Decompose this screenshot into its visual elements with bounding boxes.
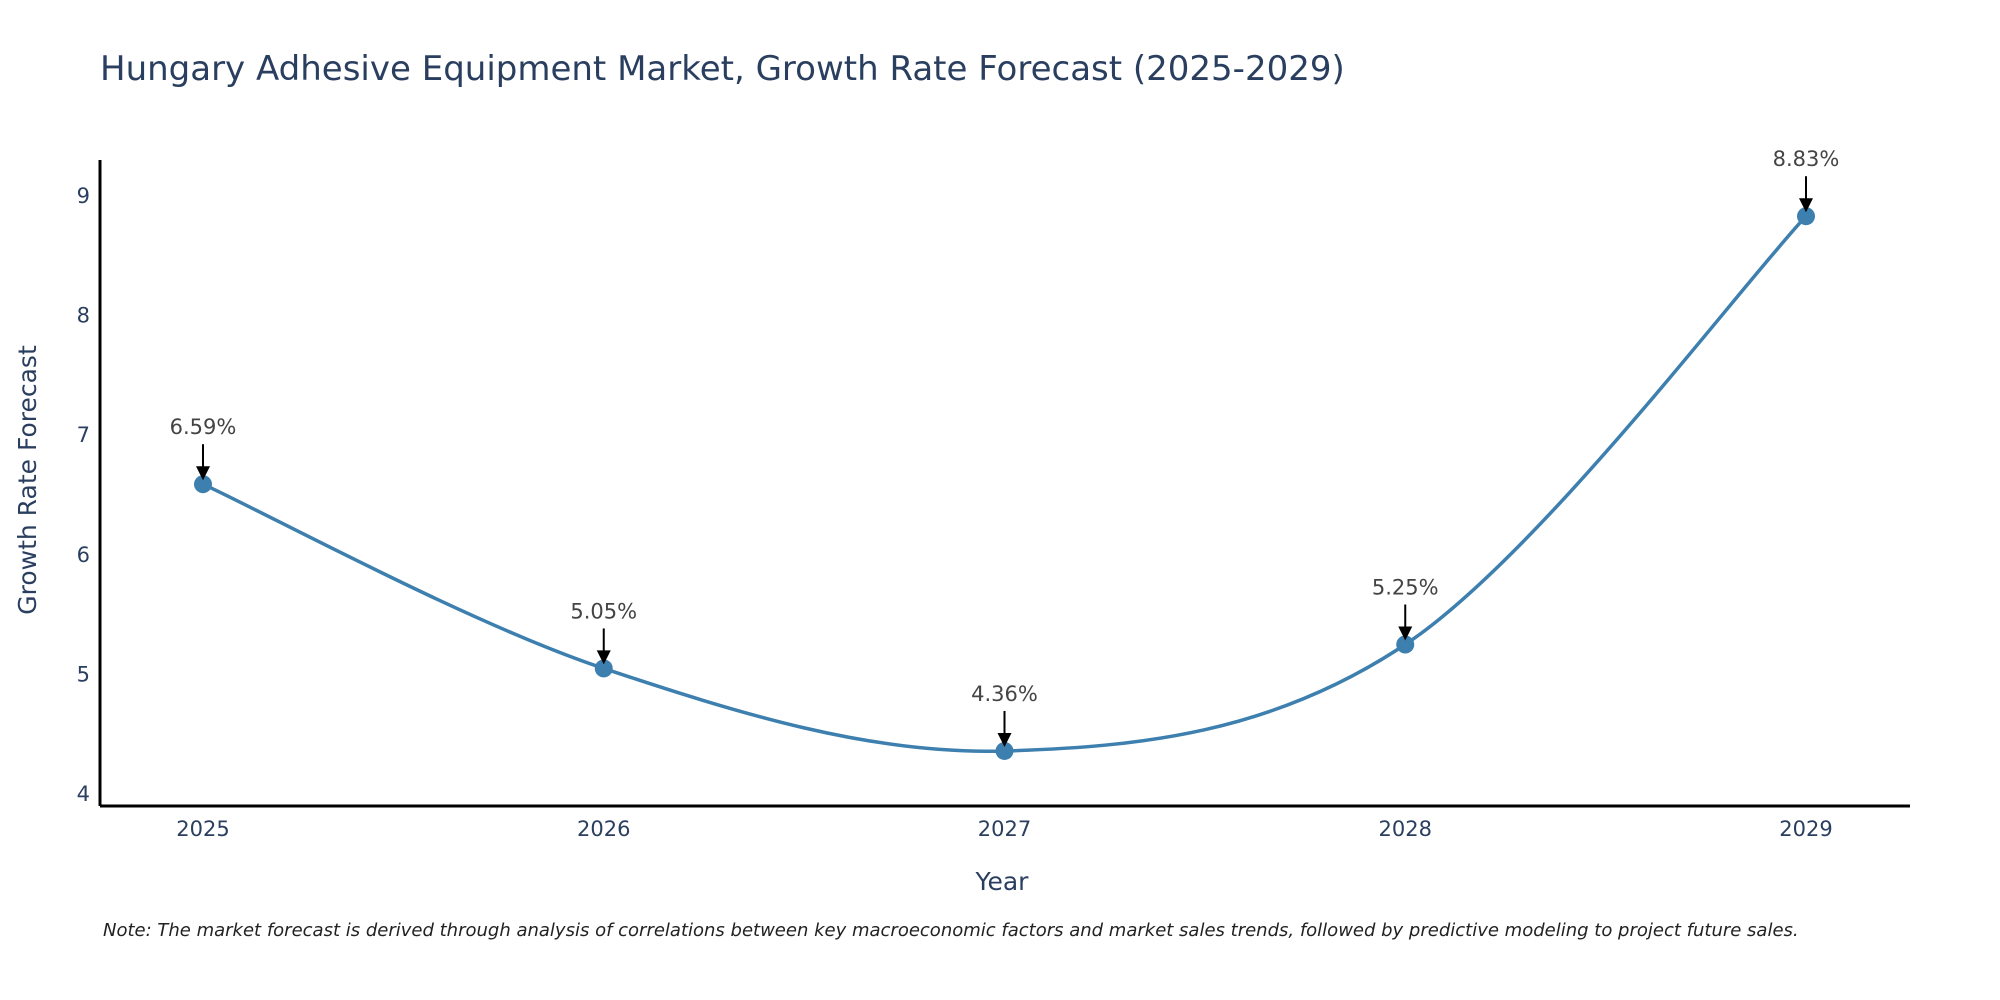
annotation-arrow-head bbox=[1799, 198, 1813, 213]
y-tick-label: 8 bbox=[77, 304, 90, 328]
y-tick-label: 4 bbox=[77, 782, 90, 806]
y-tick-label: 5 bbox=[77, 662, 90, 686]
data-point bbox=[995, 741, 1014, 760]
x-tick-label: 2025 bbox=[176, 817, 229, 841]
annotation-arrow-head bbox=[997, 732, 1012, 747]
y-tick-label: 6 bbox=[77, 543, 90, 567]
y-axis-ticks: 4 5 6 7 8 9 bbox=[77, 184, 90, 806]
data-label: 5.25% bbox=[1372, 576, 1439, 600]
annotation-arrow-head bbox=[196, 466, 210, 481]
x-tick-label: 2029 bbox=[1779, 817, 1832, 841]
series-line bbox=[202, 215, 1808, 753]
data-annotations: 6.59% 5.05% 4.36% 5.25% 8.83% bbox=[170, 147, 1840, 747]
y-axis-title: Growth Rate Forecast bbox=[13, 345, 42, 615]
y-tick-label: 7 bbox=[77, 423, 90, 447]
y-tick-label: 9 bbox=[77, 184, 90, 208]
footnote: Note: The market forecast is derived thr… bbox=[103, 920, 1799, 941]
data-label: 4.36% bbox=[971, 682, 1038, 706]
x-tick-label: 2028 bbox=[1379, 817, 1432, 841]
data-label: 6.59% bbox=[170, 415, 237, 439]
x-axis-title: Year bbox=[975, 867, 1030, 896]
chart-title: Hungary Adhesive Equipment Market, Growt… bbox=[100, 49, 1345, 89]
x-tick-label: 2027 bbox=[978, 817, 1031, 841]
data-point bbox=[194, 475, 212, 494]
annotation-arrow-head bbox=[1398, 626, 1413, 641]
data-point bbox=[1797, 207, 1815, 226]
data-label: 5.05% bbox=[570, 599, 637, 623]
data-point bbox=[1396, 635, 1415, 654]
x-axis-ticks: 2025 2026 2027 2028 2029 bbox=[176, 817, 1832, 841]
x-tick-label: 2026 bbox=[577, 817, 630, 841]
annotation-arrow-head bbox=[596, 650, 611, 665]
data-label: 8.83% bbox=[1773, 147, 1840, 171]
data-markers bbox=[194, 207, 1815, 760]
data-point bbox=[594, 659, 613, 678]
